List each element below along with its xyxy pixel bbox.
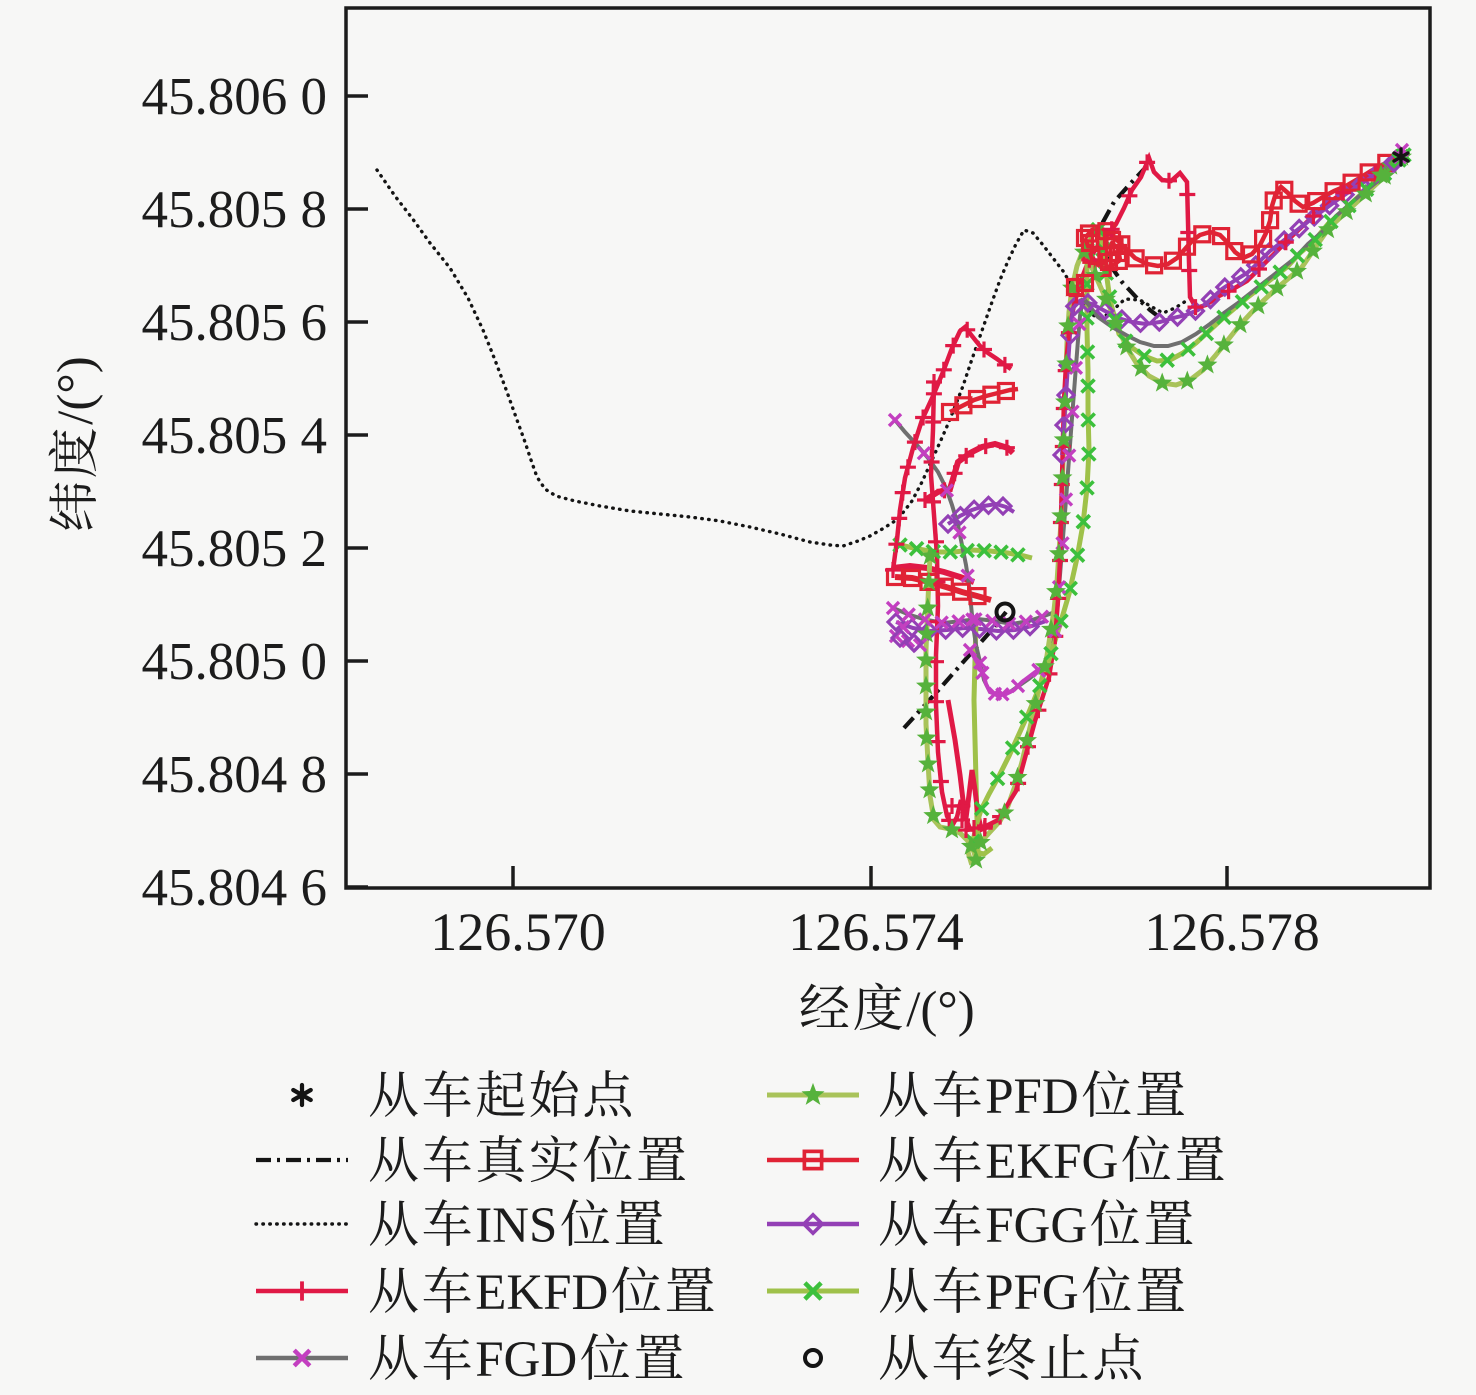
svg-text:126.570: 126.570 (430, 902, 606, 962)
svg-text:/(°): /(°) (48, 356, 104, 425)
svg-text:45.804 6: 45.804 6 (142, 859, 328, 917)
svg-text:FGG: FGG (985, 1198, 1087, 1254)
svg-text:126.574: 126.574 (788, 902, 964, 962)
svg-text:INS: INS (475, 1198, 557, 1254)
svg-text:126.578: 126.578 (1144, 902, 1320, 962)
svg-text:45.805 8: 45.805 8 (142, 181, 328, 239)
svg-text:45.805 0: 45.805 0 (142, 633, 328, 691)
svg-text:/(°): /(°) (906, 982, 975, 1038)
svg-text:PFG: PFG (985, 1265, 1079, 1321)
svg-text:EKFD: EKFD (475, 1265, 608, 1321)
svg-text:45.806 0: 45.806 0 (142, 68, 328, 126)
svg-text:45.805 6: 45.805 6 (142, 294, 328, 352)
svg-text:EKFG: EKFG (985, 1134, 1118, 1190)
svg-text:FGD: FGD (475, 1332, 577, 1388)
svg-text:45.804 8: 45.804 8 (142, 746, 328, 804)
svg-text:45.805 2: 45.805 2 (142, 520, 328, 578)
svg-text:45.805 4: 45.805 4 (142, 407, 328, 465)
svg-text:PFD: PFD (985, 1069, 1079, 1125)
